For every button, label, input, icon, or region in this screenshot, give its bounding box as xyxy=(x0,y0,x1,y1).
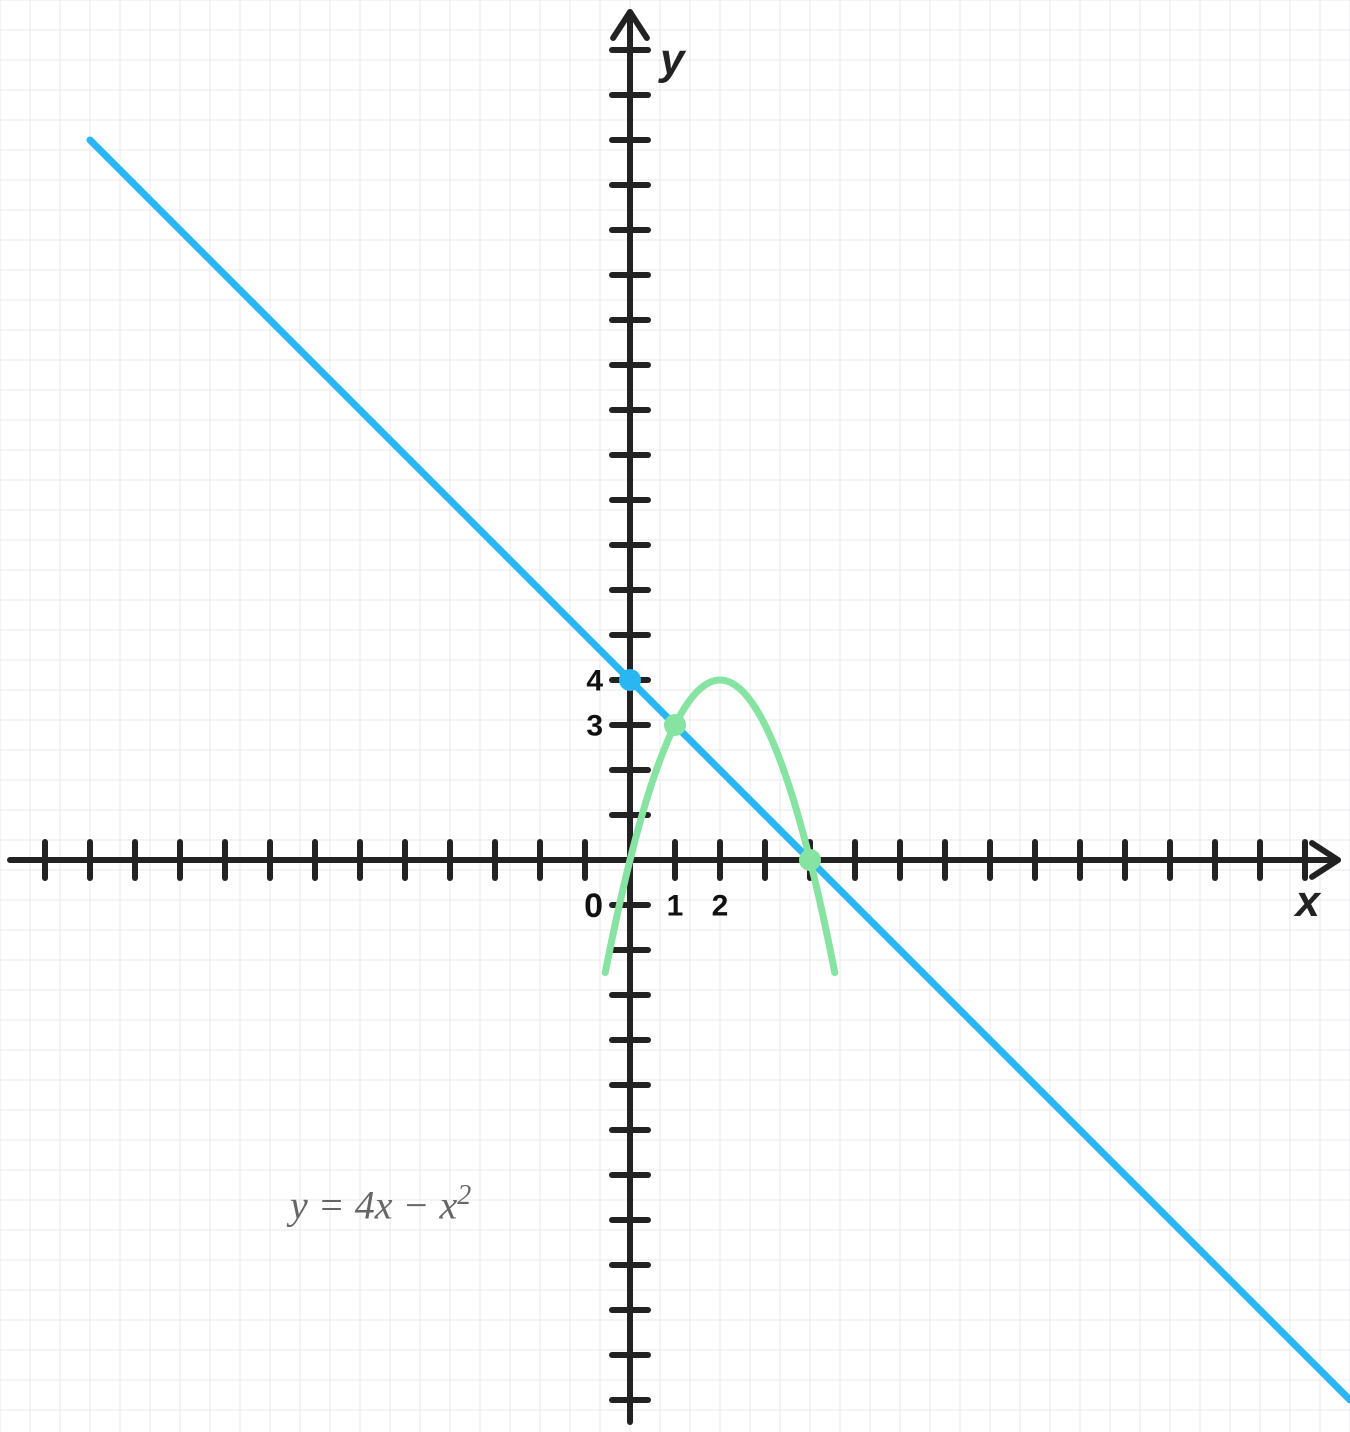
point xyxy=(619,669,641,691)
tick-label: 0 xyxy=(584,887,603,925)
point xyxy=(664,714,686,736)
parabola-equation-label: y = 4x − x2 xyxy=(290,1180,471,1228)
x-axis-label: x xyxy=(1294,877,1322,926)
tick-label: 1 xyxy=(667,890,684,923)
function-plot-chart: y x 0 12 3 4 y = 4x − x2 xyxy=(0,0,1350,1432)
tick-label: 4 xyxy=(586,665,603,698)
point xyxy=(799,849,821,871)
tick-label: 3 xyxy=(586,710,603,743)
tick-label: 2 xyxy=(712,890,729,923)
plot-svg: y x 0 12 3 4 xyxy=(0,0,1350,1432)
y-axis-label: y xyxy=(658,35,687,84)
